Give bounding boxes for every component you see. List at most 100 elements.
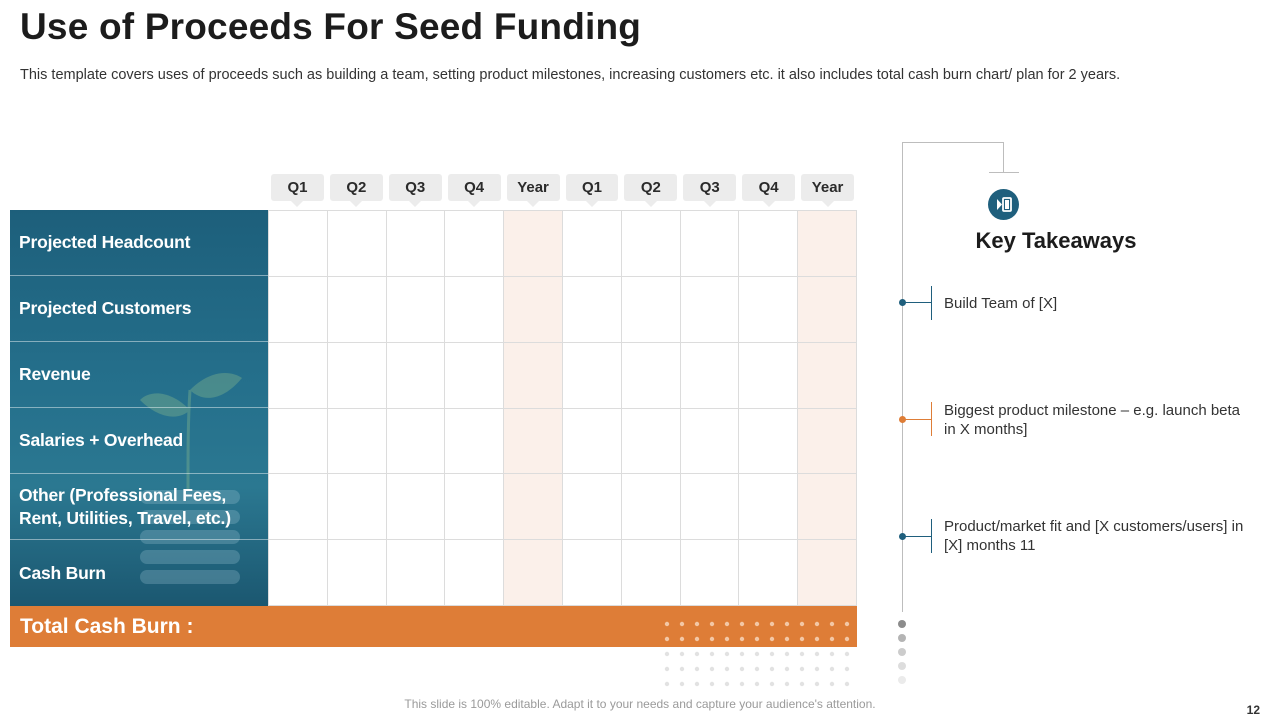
table-cell[interactable] <box>445 540 505 606</box>
decorative-dot <box>664 681 670 687</box>
decorative-dot <box>769 681 775 687</box>
table-cell[interactable] <box>327 211 387 277</box>
table-cell[interactable] <box>739 474 799 541</box>
decorative-dot <box>754 681 760 687</box>
decorative-dot <box>844 666 850 672</box>
table-cell[interactable] <box>562 408 622 475</box>
table-cell[interactable] <box>269 342 328 409</box>
decorative-dot <box>898 648 906 656</box>
decorative-dot <box>814 651 820 657</box>
table-cell[interactable] <box>798 211 857 277</box>
table-cell[interactable] <box>562 342 622 409</box>
slide-footer: This slide is 100% editable. Adapt it to… <box>404 697 876 711</box>
takeaways-timeline <box>902 142 903 612</box>
table-cell[interactable] <box>504 342 563 409</box>
table-cell[interactable] <box>386 211 446 277</box>
total-cash-burn-label: Total Cash Burn : <box>20 614 194 638</box>
table-cell[interactable] <box>504 474 563 541</box>
decorative-dot <box>784 621 790 627</box>
table-cell[interactable] <box>798 342 857 409</box>
table-cell[interactable] <box>621 540 681 606</box>
table-cell[interactable] <box>327 276 387 343</box>
table-cell[interactable] <box>327 408 387 475</box>
row-label-cash-burn: Cash Burn <box>19 562 106 583</box>
decorative-dot <box>739 681 745 687</box>
decorative-dot <box>739 666 745 672</box>
column-header-year: Year <box>506 174 560 207</box>
row-label-salaries-overhead: Salaries + Overhead <box>10 408 268 474</box>
decorative-dot <box>844 651 850 657</box>
table-cell[interactable] <box>798 408 857 475</box>
table-cell[interactable] <box>680 276 740 343</box>
table-cell[interactable] <box>562 474 622 541</box>
table-cell[interactable] <box>562 211 622 277</box>
table-cell[interactable] <box>269 211 328 277</box>
table-cell[interactable] <box>327 474 387 541</box>
decorative-dot <box>784 681 790 687</box>
total-cash-burn-bar: Total Cash Burn : <box>10 606 857 647</box>
pie-chart-icon <box>988 189 1019 220</box>
decorative-dot <box>769 636 775 642</box>
table-cell[interactable] <box>504 540 563 606</box>
decorative-dot <box>799 636 805 642</box>
decorative-dot <box>679 666 685 672</box>
decorative-dot <box>709 621 715 627</box>
table-cell[interactable] <box>621 474 681 541</box>
table-cell[interactable] <box>445 342 505 409</box>
table-cell[interactable] <box>739 342 799 409</box>
decorative-dot <box>739 651 745 657</box>
table-cell[interactable] <box>269 408 328 475</box>
table-cell[interactable] <box>621 408 681 475</box>
table-cell[interactable] <box>621 276 681 343</box>
table-cell[interactable] <box>798 474 857 541</box>
decorative-dot <box>664 651 670 657</box>
table-cell[interactable] <box>680 408 740 475</box>
table-cell[interactable] <box>327 342 387 409</box>
table-cell[interactable] <box>504 211 563 277</box>
decorative-dot <box>784 666 790 672</box>
table-cell[interactable] <box>386 342 446 409</box>
table-cell[interactable] <box>680 211 740 277</box>
table-cell[interactable] <box>445 408 505 475</box>
decorative-dot <box>694 666 700 672</box>
decorative-dot <box>898 676 906 684</box>
table-cell[interactable] <box>504 276 563 343</box>
table-cell[interactable] <box>562 540 622 606</box>
table-cell[interactable] <box>680 342 740 409</box>
column-header-q3: Q3 <box>388 174 442 207</box>
table-cell[interactable] <box>621 211 681 277</box>
table-cell[interactable] <box>327 540 387 606</box>
table-cell[interactable] <box>386 408 446 475</box>
table-cell[interactable] <box>621 342 681 409</box>
decorative-dot <box>829 666 835 672</box>
decorative-dot <box>664 621 670 627</box>
table-cell[interactable] <box>680 474 740 541</box>
row-label-projected-customers: Projected Customers <box>10 276 268 342</box>
table-cell[interactable] <box>739 540 799 606</box>
table-cell[interactable] <box>386 474 446 541</box>
decorative-dot <box>694 651 700 657</box>
row-label-other-expenses: Other (Professional Fees, Rent, Utilitie… <box>10 474 268 540</box>
table-cell[interactable] <box>386 276 446 343</box>
table-cell[interactable] <box>680 540 740 606</box>
column-header-q1: Q1 <box>271 174 324 207</box>
table-cell[interactable] <box>445 276 505 343</box>
column-header-q2: Q2 <box>329 174 383 207</box>
table-cell[interactable] <box>445 474 505 541</box>
decorative-dot <box>679 681 685 687</box>
table-cell[interactable] <box>269 276 328 343</box>
table-cell[interactable] <box>739 408 799 475</box>
table-cell[interactable] <box>269 540 328 606</box>
table-cell[interactable] <box>445 211 505 277</box>
table-cell[interactable] <box>504 408 563 475</box>
table-cell[interactable] <box>798 276 857 343</box>
decorative-dot <box>679 636 685 642</box>
decorative-dot <box>829 681 835 687</box>
table-cell[interactable] <box>386 540 446 606</box>
table-cell[interactable] <box>798 540 857 606</box>
table-cell[interactable] <box>739 211 799 277</box>
table-cell[interactable] <box>269 474 328 541</box>
table-cell[interactable] <box>739 276 799 343</box>
decorative-dots-pattern <box>664 621 850 687</box>
table-cell[interactable] <box>562 276 622 343</box>
